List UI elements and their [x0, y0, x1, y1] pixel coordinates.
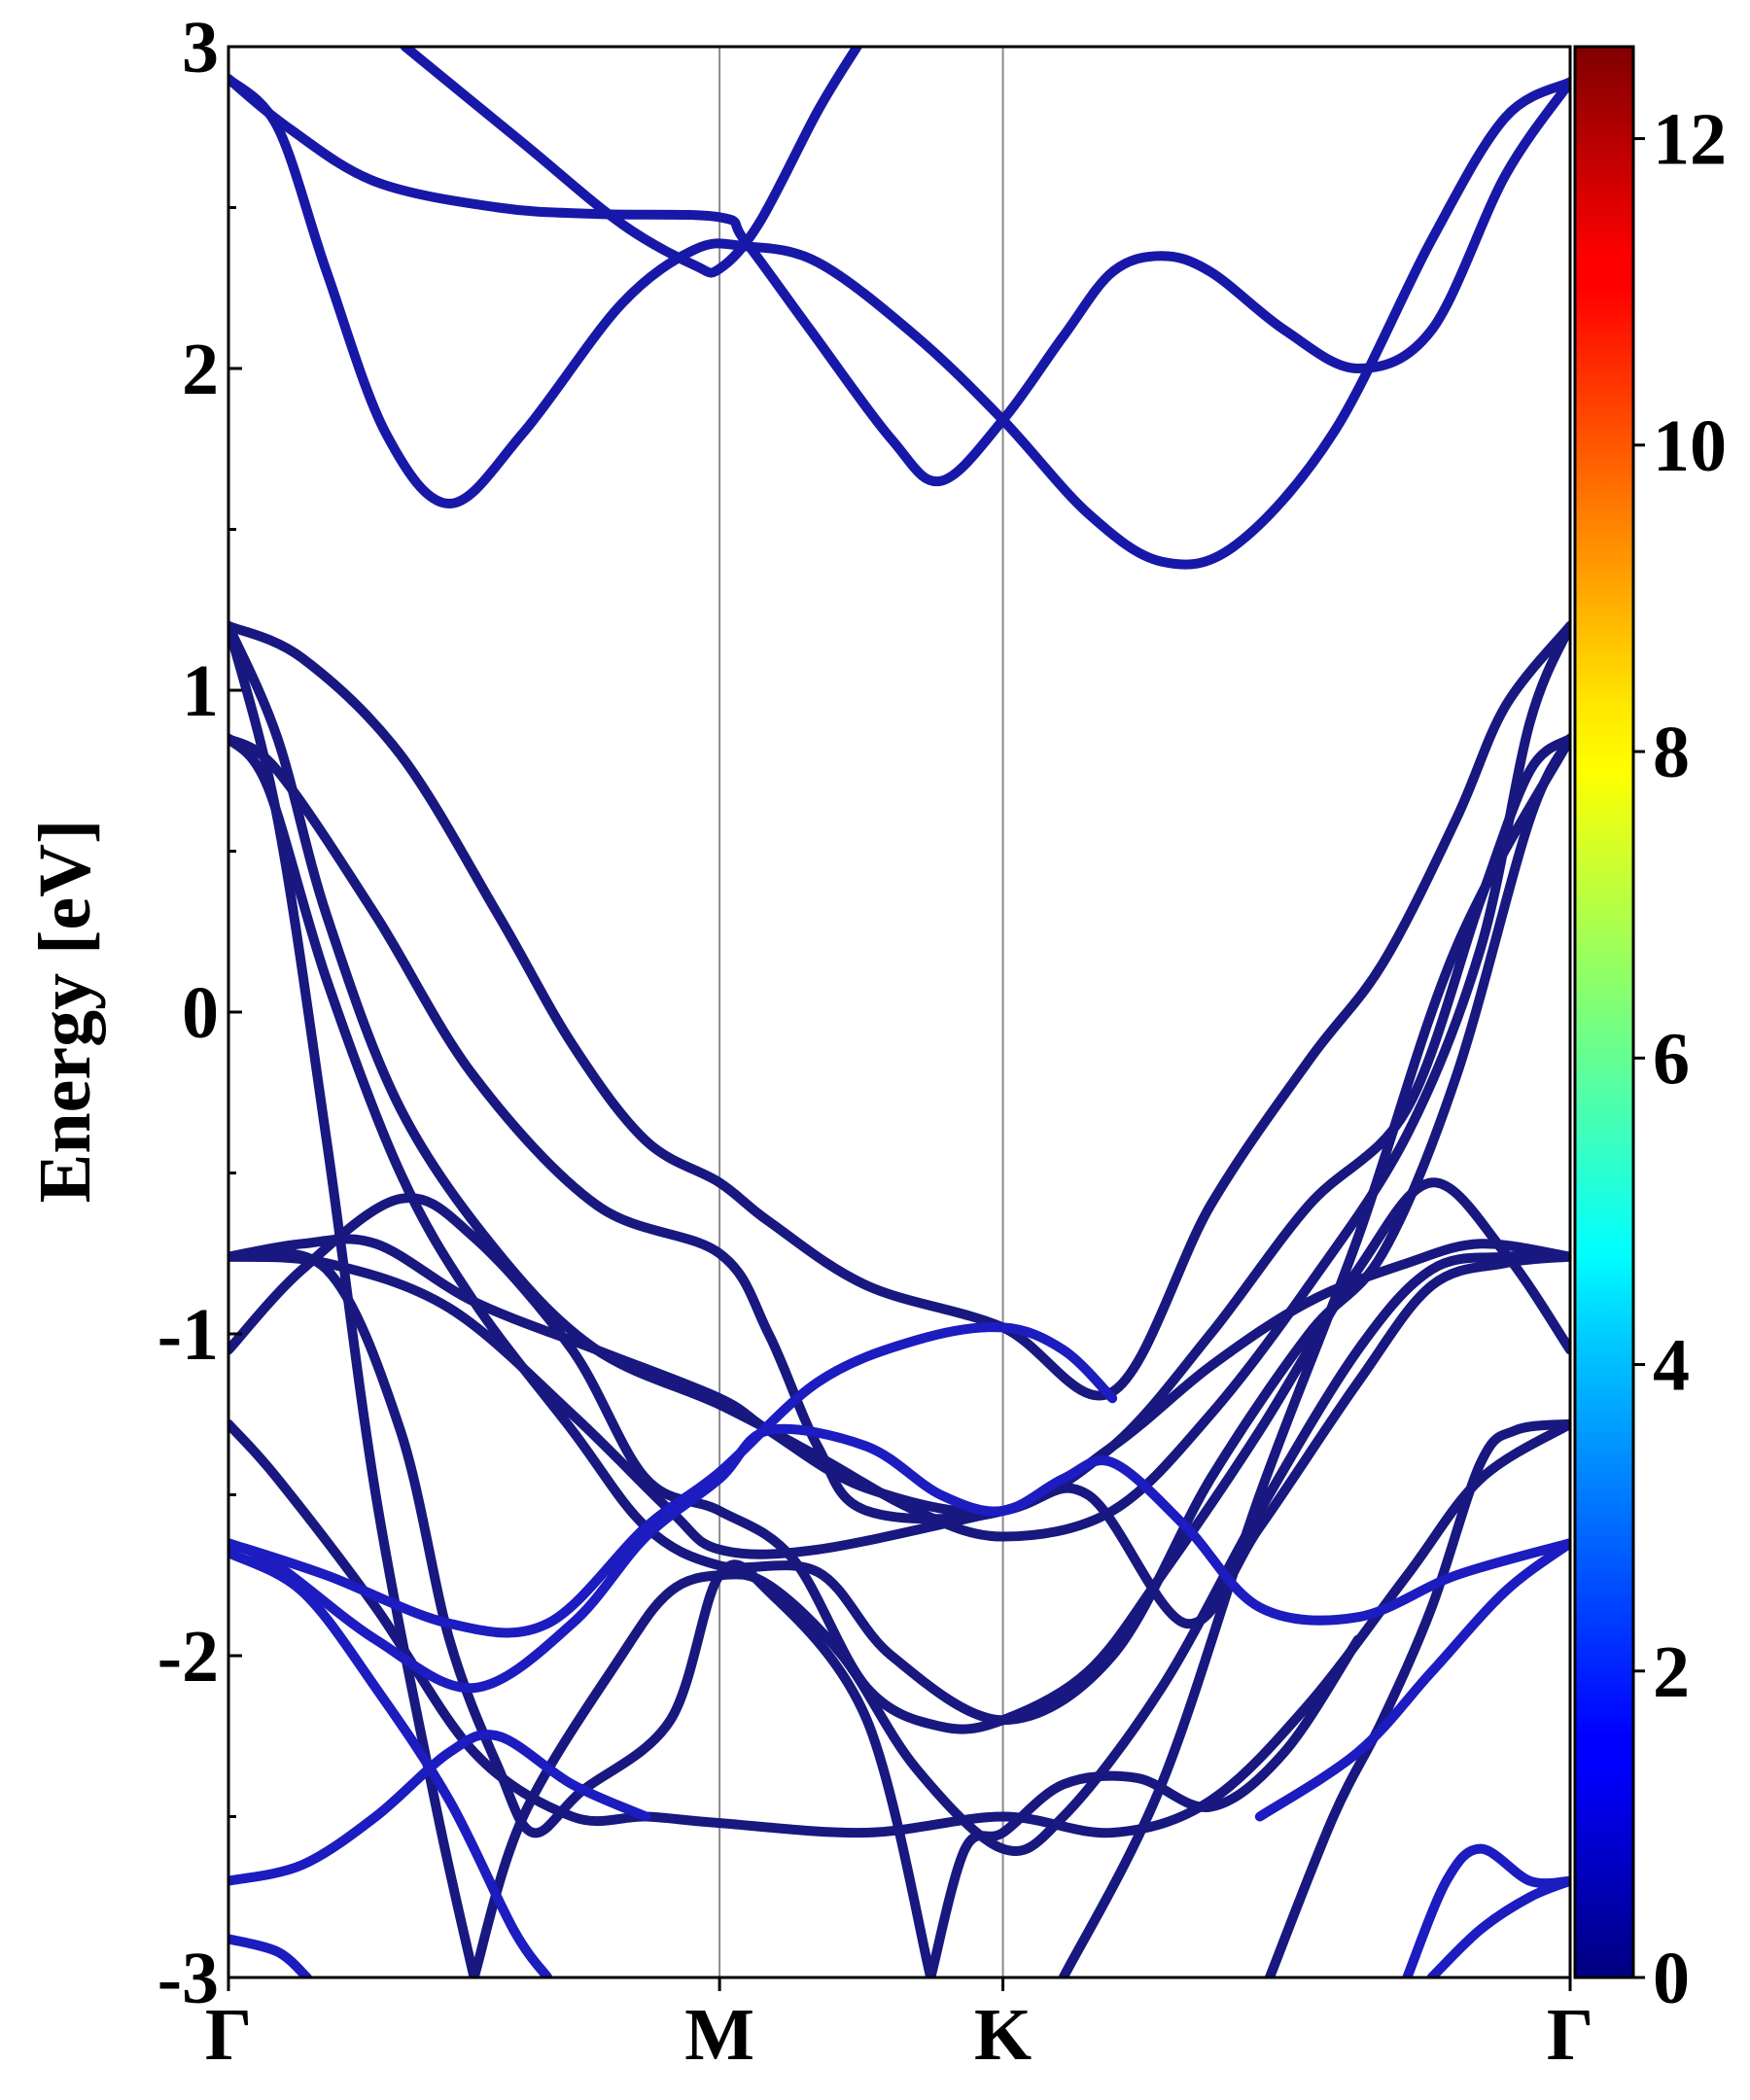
- band-line: [228, 733, 1570, 1524]
- colorbar-tick-label: 2: [1653, 1631, 1690, 1713]
- band-line: [228, 620, 1570, 1542]
- band-line: [228, 1322, 1118, 1638]
- band-line: [1264, 1418, 1570, 1978]
- y-tick-label: -3: [158, 1938, 219, 2019]
- y-tick-label: 1: [182, 650, 219, 732]
- band-line: [228, 74, 1570, 487]
- colorbar-tick-label: 0: [1653, 1938, 1690, 2019]
- band-line: [1402, 1843, 1570, 1978]
- y-tick-label: 0: [182, 972, 219, 1054]
- band-line: [469, 1250, 1570, 1978]
- band-line: [228, 1247, 936, 1978]
- x-tick-label: Γ: [205, 1994, 252, 2076]
- colorbar-tick-label: 8: [1653, 712, 1690, 793]
- y-tick-label: 3: [182, 7, 219, 88]
- y-tick-label: -1: [158, 1294, 219, 1376]
- y-tick-label: -2: [158, 1616, 219, 1698]
- band-line: [228, 1548, 553, 1978]
- y-tick-label: 2: [182, 329, 219, 410]
- y-axis: -3 -2 -1 0 1 2 3: [158, 7, 242, 2019]
- colorbar-tick-label: 6: [1653, 1018, 1690, 1100]
- x-tick-label: Γ: [1547, 1994, 1593, 2076]
- x-tick-label: K: [974, 1994, 1032, 2076]
- band-line: [926, 1634, 1363, 1978]
- band-line: [228, 1730, 651, 1886]
- band-line: [400, 47, 862, 278]
- x-tick-label: M: [684, 1994, 754, 2076]
- colorbar-ticks: 0 2 4 6 8 10 12: [1633, 99, 1727, 2019]
- band-line: [1058, 733, 1570, 1978]
- band-line: [1254, 1538, 1570, 1822]
- band-lines: [228, 47, 1570, 1978]
- colorbar: [1573, 45, 1635, 1979]
- colorbar-tick-label: 4: [1653, 1325, 1690, 1407]
- band-line: [228, 620, 1570, 1401]
- colorbar-tick-label: 10: [1653, 405, 1727, 487]
- y-axis-label: Energy [eV]: [24, 820, 106, 1204]
- band-line: [228, 1177, 1570, 1734]
- band-line: [228, 74, 1570, 570]
- band-line: [228, 1423, 1570, 1694]
- colorbar-tick-label: 12: [1653, 99, 1727, 181]
- band-line: [1426, 1875, 1570, 1978]
- band-line: [228, 1934, 312, 1978]
- high-symmetry-lines: [718, 47, 1004, 1978]
